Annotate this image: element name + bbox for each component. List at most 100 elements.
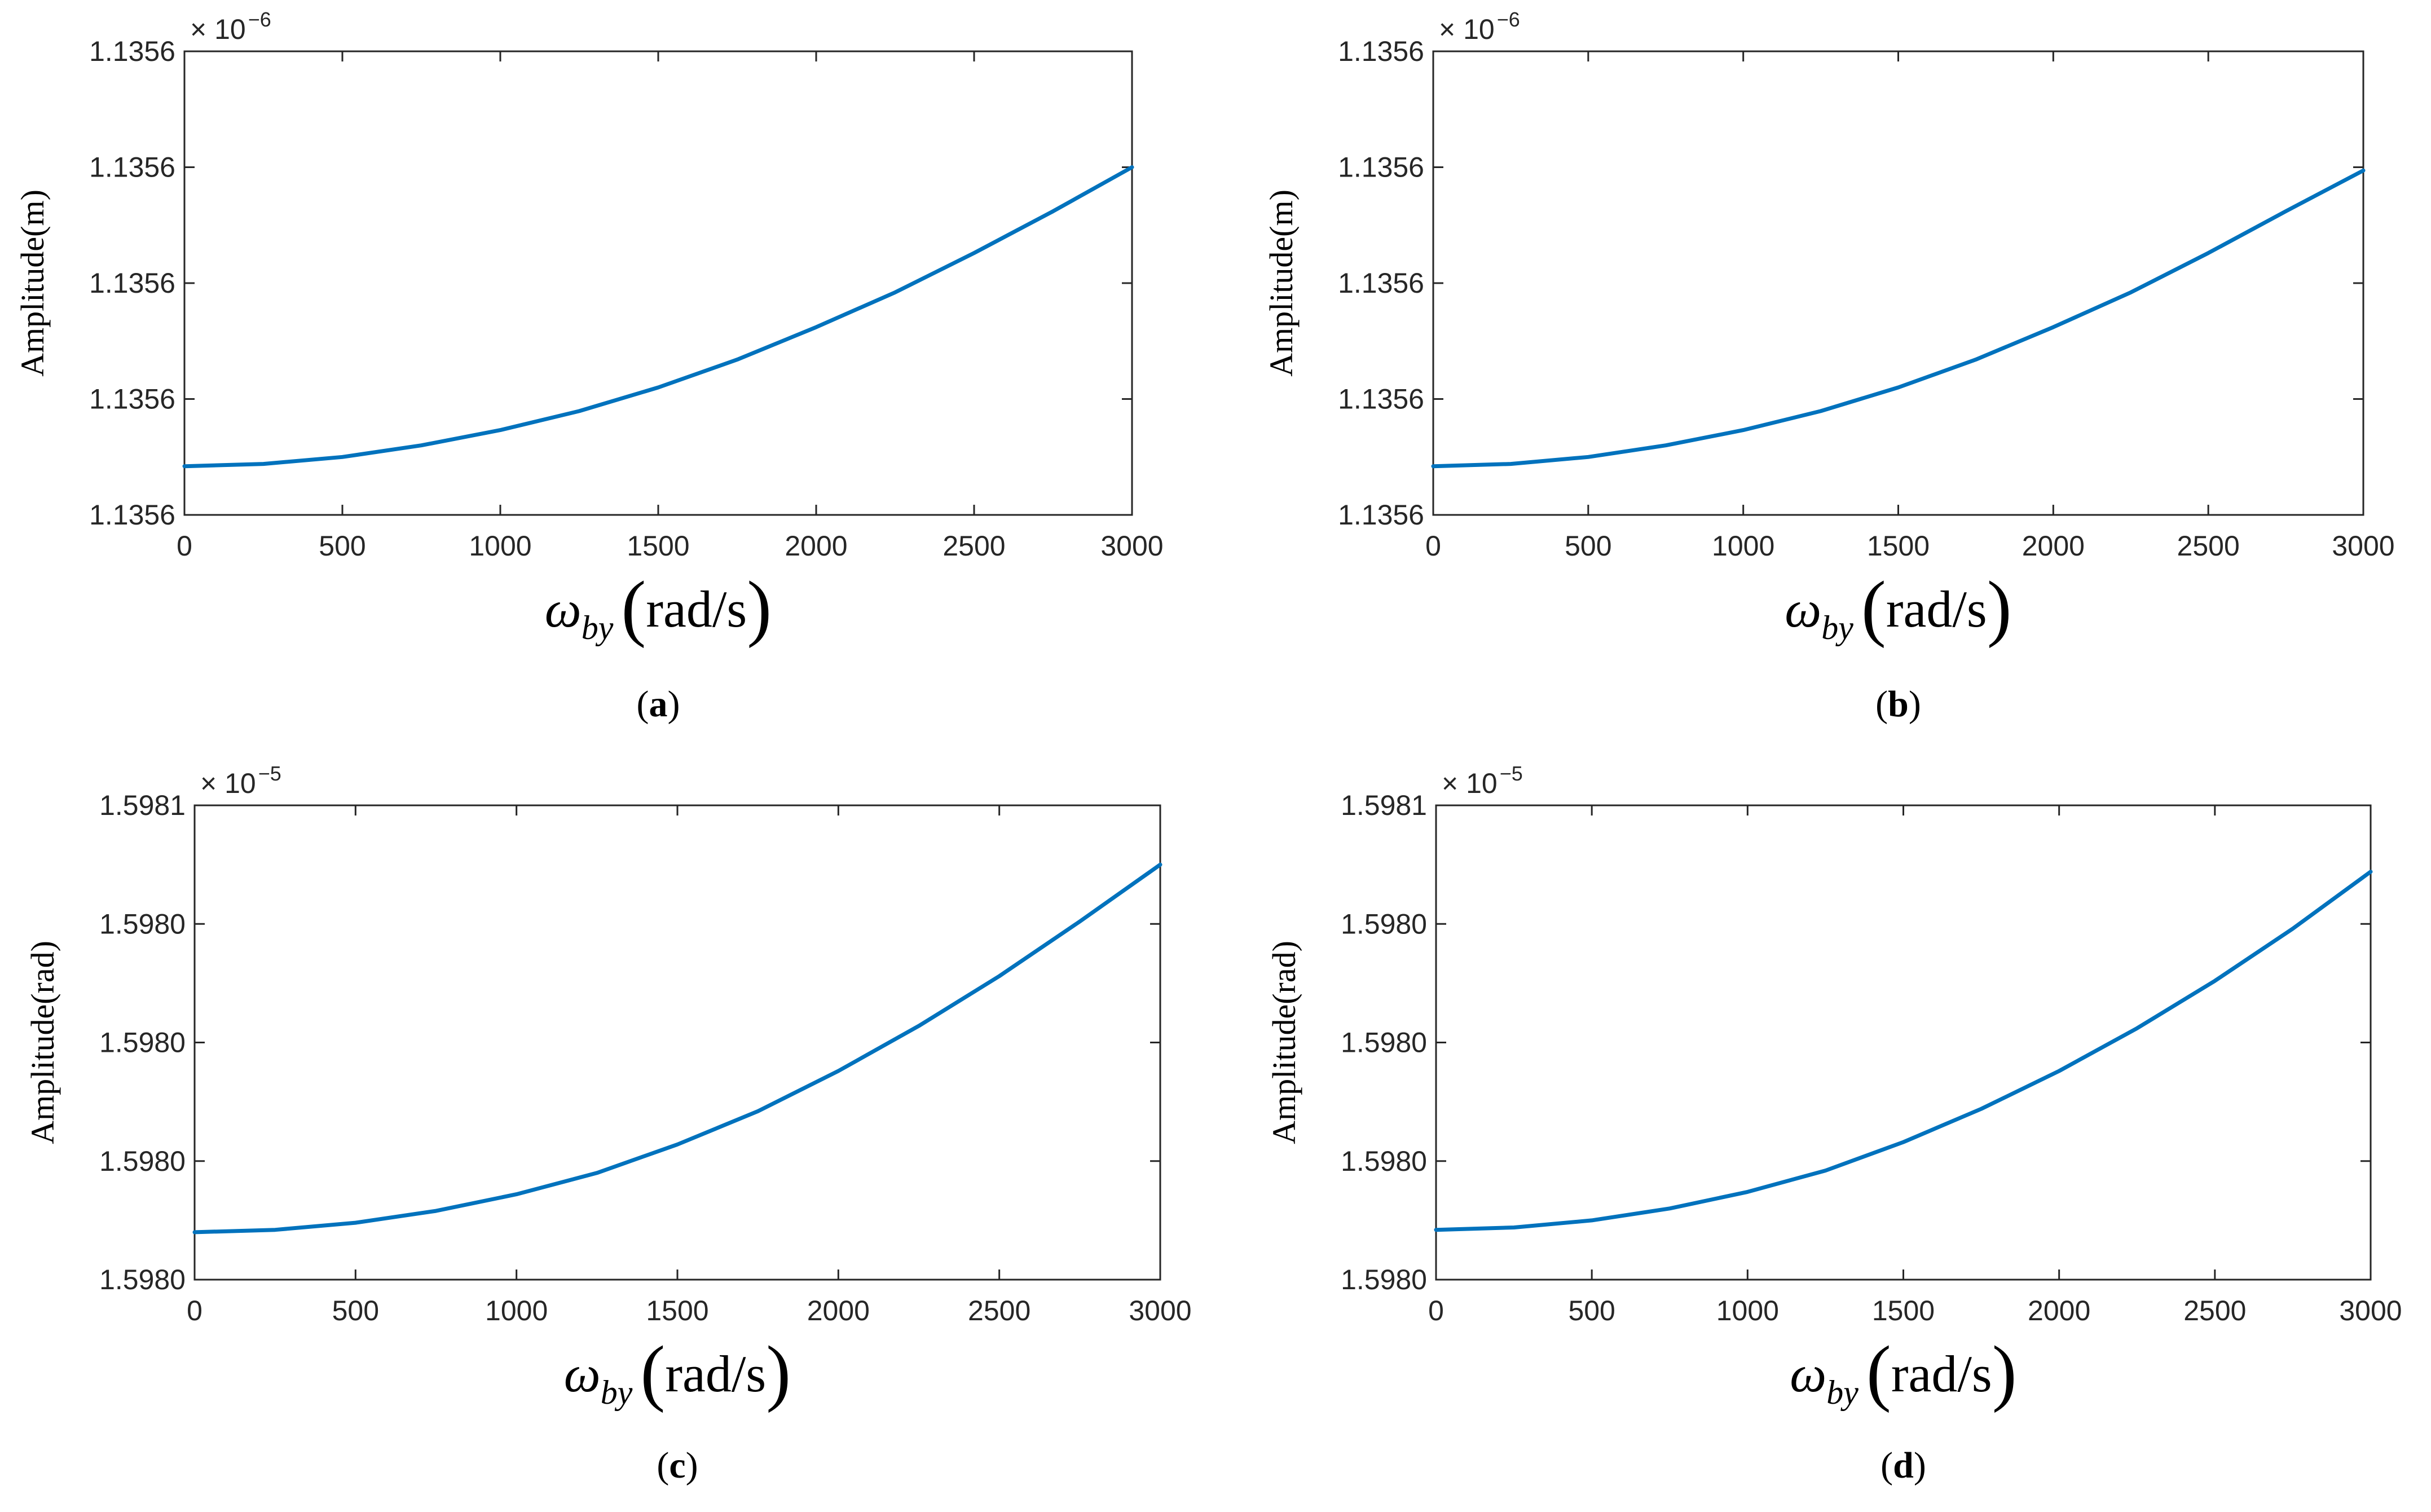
y-tick-label: 1.1356: [89, 36, 175, 67]
x-label-symbol: ω: [1785, 580, 1821, 638]
x-tick-label: 1000: [485, 1295, 548, 1326]
multiplier-base: × 10: [190, 14, 246, 45]
y-tick-label: 1.5980: [99, 1027, 186, 1059]
series-line-amplitude: [1434, 870, 2373, 1232]
y-axis-multiplier: × 10 −5: [1442, 762, 1523, 799]
caption-close: ): [686, 1445, 698, 1486]
x-tick-label: 0: [187, 1295, 202, 1326]
x-tick-label: 3000: [2339, 1295, 2402, 1326]
x-label-unit: rad/s: [1891, 1345, 1992, 1403]
x-label-open-paren: (: [1861, 566, 1886, 649]
caption-open: (: [637, 684, 649, 725]
y-tick-label: 1.5980: [99, 1145, 186, 1177]
multiplier-base: × 10: [200, 768, 256, 799]
x-label-subscript: by: [1826, 1374, 1859, 1411]
x-tick-label: 1500: [627, 530, 689, 562]
x-axis-label: ωby (rad/s): [1785, 566, 2011, 649]
x-label-symbol: ω: [564, 1345, 601, 1403]
x-tick-label: 0: [1425, 530, 1441, 562]
x-axis-label: ωby (rad/s): [564, 1330, 791, 1413]
y-tick-label: 1.5980: [1341, 908, 1427, 940]
x-label-open-paren: (: [640, 1330, 665, 1413]
x-tick-label: 2500: [943, 530, 1005, 562]
x-label-open-paren: (: [621, 566, 646, 649]
panel-caption: (b): [1875, 684, 1921, 725]
multiplier-exponent: −5: [258, 762, 281, 785]
panel-caption: (a): [637, 684, 680, 725]
x-label-symbol: ω: [1790, 1345, 1826, 1403]
x-tick-label: 500: [1565, 530, 1611, 562]
x-label-close-paren: ): [1992, 1330, 2017, 1413]
y-tick-label: 1.1356: [89, 267, 175, 299]
y-axis-label: Amplitude(rad): [1266, 941, 1302, 1144]
caption-close: ): [1914, 1445, 1926, 1486]
x-axis-label: ωby (rad/s): [1790, 1330, 2016, 1413]
caption-open: (: [657, 1445, 669, 1486]
x-tick-label: 1000: [469, 530, 531, 562]
x-tick-label: 1000: [1712, 530, 1774, 562]
multiplier-exponent: −6: [248, 8, 271, 31]
x-label-close-paren: ): [1987, 566, 2012, 649]
caption-close: ): [668, 684, 680, 725]
x-tick-label: 2000: [2028, 1295, 2090, 1326]
axes-box: [1435, 804, 2372, 1281]
x-label-symbol: ω: [545, 580, 582, 638]
axes-box: [183, 50, 1133, 516]
y-tick-label: 1.1356: [89, 152, 175, 183]
y-tick-label: 1.1356: [1338, 383, 1424, 415]
multiplier-exponent: −6: [1497, 8, 1520, 31]
x-tick-label: 0: [1428, 1295, 1444, 1326]
y-tick-label: 1.5980: [1341, 1027, 1427, 1059]
x-tick-label: 500: [332, 1295, 379, 1326]
caption-letter: b: [1888, 684, 1909, 725]
x-tick-label: 3000: [2332, 530, 2394, 562]
y-tick-label: 1.5980: [1341, 1145, 1427, 1177]
y-tick-label: 1.1356: [1338, 36, 1424, 67]
x-tick-label: 0: [177, 530, 192, 562]
x-tick-label: 2000: [785, 530, 847, 562]
caption-letter: c: [669, 1445, 685, 1486]
x-axis-label: ωby (rad/s): [545, 566, 772, 649]
y-tick-label: 1.1356: [1338, 152, 1424, 183]
x-tick-label: 2000: [2022, 530, 2085, 562]
y-tick-label: 1.1356: [89, 499, 175, 531]
x-tick-label: 3000: [1100, 530, 1163, 562]
x-tick-label: 2500: [2177, 530, 2240, 562]
x-tick-label: 1500: [1867, 530, 1930, 562]
y-axis-label: Amplitude(m): [1263, 189, 1300, 377]
x-label-subscript: by: [601, 1374, 633, 1411]
y-axis-label: Amplitude(rad): [24, 941, 61, 1144]
x-label-close-paren: ): [766, 1330, 791, 1413]
x-tick-label: 500: [319, 530, 365, 562]
x-tick-label: 1000: [1716, 1295, 1779, 1326]
y-axis-multiplier: × 10 −5: [200, 762, 281, 799]
y-tick-label: 1.5980: [99, 908, 186, 940]
multiplier-base: × 10: [1442, 768, 1498, 799]
axes-box: [193, 804, 1161, 1281]
x-tick-label: 2500: [2183, 1295, 2246, 1326]
x-label-unit: rad/s: [665, 1345, 766, 1403]
panel-caption: (c): [657, 1445, 698, 1486]
multiplier-exponent: −5: [1500, 762, 1523, 785]
x-tick-label: 2500: [968, 1295, 1030, 1326]
y-tick-label: 1.5980: [99, 1264, 186, 1295]
x-tick-label: 1500: [1872, 1295, 1935, 1326]
x-label-subscript: by: [582, 609, 614, 646]
x-label-unit: rad/s: [1886, 580, 1987, 638]
y-tick-label: 1.5980: [1341, 1264, 1427, 1295]
y-axis-multiplier: × 10 −6: [190, 8, 271, 45]
caption-close: ): [1909, 684, 1921, 725]
x-label-open-paren: (: [1866, 1330, 1891, 1413]
chart-panel-c: 0 500 1000 1500 2000 2500 3000 1.5980 1.5980 1.59…: [24, 762, 1192, 1486]
x-label-close-paren: ): [747, 566, 772, 649]
caption-open: (: [1880, 1445, 1893, 1486]
chart-panel-d: 0 500 1000 1500 2000 2500 3000 1.5980 1.5980 1.59…: [1266, 762, 2402, 1486]
y-tick-label: 1.5981: [99, 790, 186, 821]
series-line-amplitude: [182, 165, 1134, 469]
x-tick-label: 500: [1568, 1295, 1615, 1326]
x-label-subscript: by: [1821, 609, 1853, 646]
caption-letter: a: [649, 684, 668, 725]
panel-caption: (d): [1880, 1445, 1926, 1486]
x-tick-label: 1500: [646, 1295, 708, 1326]
x-tick-label: 2000: [807, 1295, 870, 1326]
